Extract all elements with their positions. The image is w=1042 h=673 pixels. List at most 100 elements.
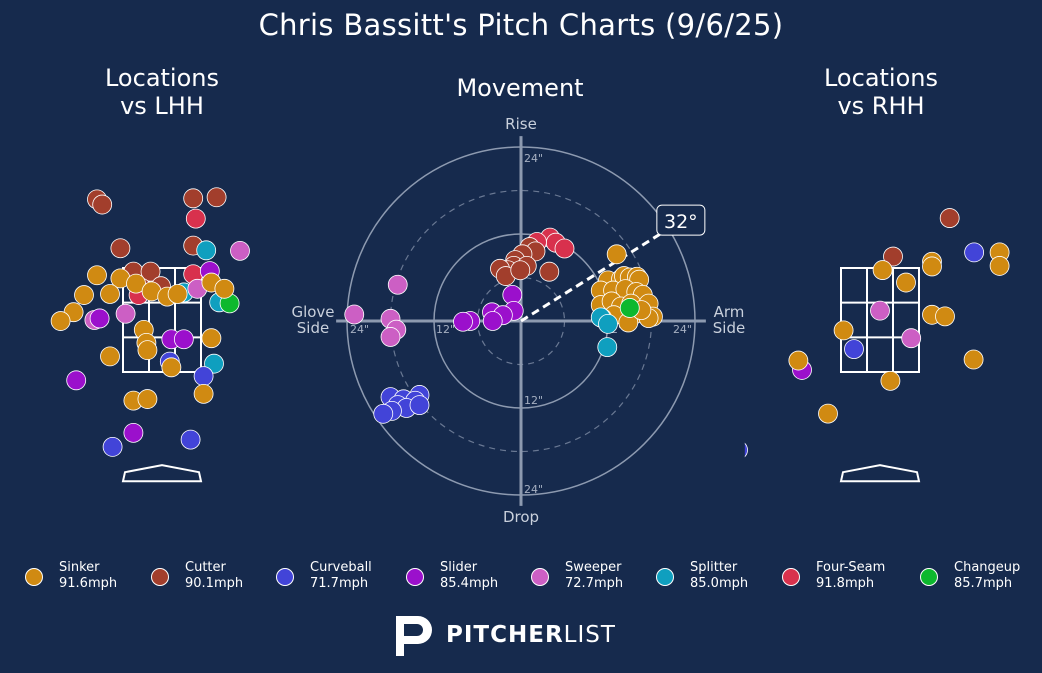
pitch-point-curveball xyxy=(844,339,864,360)
movement-point-changeup xyxy=(619,298,640,318)
pitch-point-sinker xyxy=(935,306,955,327)
rhh-panel-title: Locations vs RHH xyxy=(823,64,938,120)
movement-point-curveball xyxy=(409,395,430,416)
pitch-point-sinker xyxy=(989,256,1010,276)
lhh-panel-title: Locations vs LHH xyxy=(104,64,219,120)
movement-point-slider xyxy=(453,311,473,332)
pitch-point-curveball xyxy=(180,429,201,450)
pitch-point-sinker xyxy=(100,346,120,367)
arm-angle-box xyxy=(656,204,706,236)
legend-swatch xyxy=(656,568,674,586)
legend-pitch-speed: 71.7mph xyxy=(310,576,369,591)
tick-label-24-right: 24" xyxy=(673,323,692,336)
pitch-point-sinker xyxy=(126,273,146,294)
pitch-point-sinker xyxy=(193,383,214,404)
movement-point-four-seam xyxy=(554,238,575,259)
legend-item-sinker: Sinker 91.6mph xyxy=(25,560,155,596)
movement-point-splitter xyxy=(598,313,618,334)
legend-pitch-speed: 85.7mph xyxy=(954,576,1013,591)
legend-item-changeup: Changeup 85.7mph xyxy=(920,560,1042,596)
legend-label: Slider 85.4mph xyxy=(440,560,498,592)
legend-item-curveball: Curveball 71.7mph xyxy=(276,560,406,596)
pitch-point-sinker xyxy=(161,357,182,378)
pitch-point-curveball xyxy=(964,242,985,263)
pitch-point-sinker xyxy=(201,328,222,349)
pitch-point-sinker xyxy=(818,403,838,424)
legend-label: Four-Seam 91.8mph xyxy=(816,560,885,592)
legend-item-slider: Slider 85.4mph xyxy=(406,560,536,596)
pitch-point-cutter xyxy=(140,261,161,282)
legend-item-sweeper: Sweeper 72.7mph xyxy=(531,560,661,596)
legend-swatch xyxy=(276,568,294,586)
movement-point-sweeper xyxy=(344,304,365,325)
legend-item-splitter: Splitter 85.0mph xyxy=(656,560,786,596)
legend-pitch-name: Curveball xyxy=(310,560,372,575)
legend-pitch-speed: 72.7mph xyxy=(565,576,624,591)
pitch-point-slider xyxy=(66,370,87,391)
movement-point-cutter xyxy=(539,261,560,282)
movement-point-slider xyxy=(482,311,503,331)
pitcherlist-brand: PITCHERLIST xyxy=(390,610,630,660)
pitch-point-sinker xyxy=(87,265,107,286)
legend-label: Curveball 71.7mph xyxy=(310,560,372,592)
pitch-point-four-seam xyxy=(185,208,206,229)
legend-pitch-name: Splitter xyxy=(690,560,738,575)
brand-light: LIST xyxy=(563,622,616,648)
tick-label-24-top: 24" xyxy=(524,152,543,165)
movement-point-cutter xyxy=(510,260,531,281)
legend-pitch-speed: 91.6mph xyxy=(59,576,118,591)
legend-label: Splitter 85.0mph xyxy=(690,560,748,592)
pitch-point-sinker xyxy=(214,278,235,299)
pitch-points xyxy=(744,208,1010,458)
pitch-point-sinker xyxy=(74,285,94,305)
chart-title: Chris Bassitt's Pitch Charts (9/6/25) xyxy=(258,8,784,42)
pitch-point-sweeper xyxy=(230,240,250,261)
movement-point-splitter xyxy=(597,337,618,358)
pitch-point-sinker xyxy=(922,256,942,277)
legend-swatch xyxy=(920,568,938,586)
pitch-point-sweeper xyxy=(115,303,136,324)
pitch-point-slider xyxy=(123,422,144,443)
legend-pitch-speed: 85.0mph xyxy=(690,576,749,591)
pitch-point-splitter xyxy=(196,240,217,261)
legend-swatch xyxy=(151,568,169,586)
tick-label-24-left: 24" xyxy=(350,323,369,336)
arm-angle-line xyxy=(520,219,682,323)
movement-point-sweeper xyxy=(387,274,408,295)
axis-label-drop: Drop xyxy=(503,508,539,526)
movement-point-sinker xyxy=(606,244,627,265)
legend-swatch xyxy=(25,568,43,586)
pitch-point-sweeper xyxy=(870,300,890,321)
pitch-point-cutter xyxy=(883,246,903,267)
legend-pitch-speed: 91.8mph xyxy=(816,576,875,591)
movement-point-curveball xyxy=(373,403,394,424)
pitch-point-sinker xyxy=(137,389,158,409)
tick-label-24-bottom: 24" xyxy=(524,483,543,496)
pitch-point-sinker xyxy=(963,349,984,370)
pitch-point-cutter xyxy=(92,194,113,215)
tick-label-12-bottom: 12" xyxy=(524,394,543,407)
pitch-point-cutter xyxy=(939,208,960,228)
movement-points xyxy=(344,227,663,424)
lhh-location-panel xyxy=(50,187,250,483)
legend-label: Sweeper 72.7mph xyxy=(565,560,623,592)
pitch-point-sinker xyxy=(833,320,854,341)
movement-point-sweeper xyxy=(380,327,401,347)
pitch-point-slider xyxy=(89,308,110,329)
pitch-point-sweeper xyxy=(901,328,922,349)
pitch-points xyxy=(50,187,250,457)
pitcherlist-logo-icon xyxy=(396,616,432,656)
pitch-point-cutter xyxy=(183,188,204,209)
legend-swatch xyxy=(531,568,549,586)
brand-bold: PITCHER xyxy=(446,622,564,648)
axis-label-arm-side: Arm xyxy=(714,303,745,321)
pitch-point-sinker xyxy=(100,284,120,304)
pitch-point-sinker xyxy=(880,370,901,391)
legend-item-four-seam: Four-Seam 91.8mph xyxy=(782,560,912,596)
axis-label-glove-side: Glove xyxy=(291,303,334,321)
movement-panel: 24"24"24"24"12"12"12"RiseDropGloveSideAr… xyxy=(291,115,745,526)
axis-label-rise: Rise xyxy=(505,115,537,133)
legend-swatch xyxy=(782,568,800,586)
legend-pitch-name: Sweeper xyxy=(565,560,622,575)
